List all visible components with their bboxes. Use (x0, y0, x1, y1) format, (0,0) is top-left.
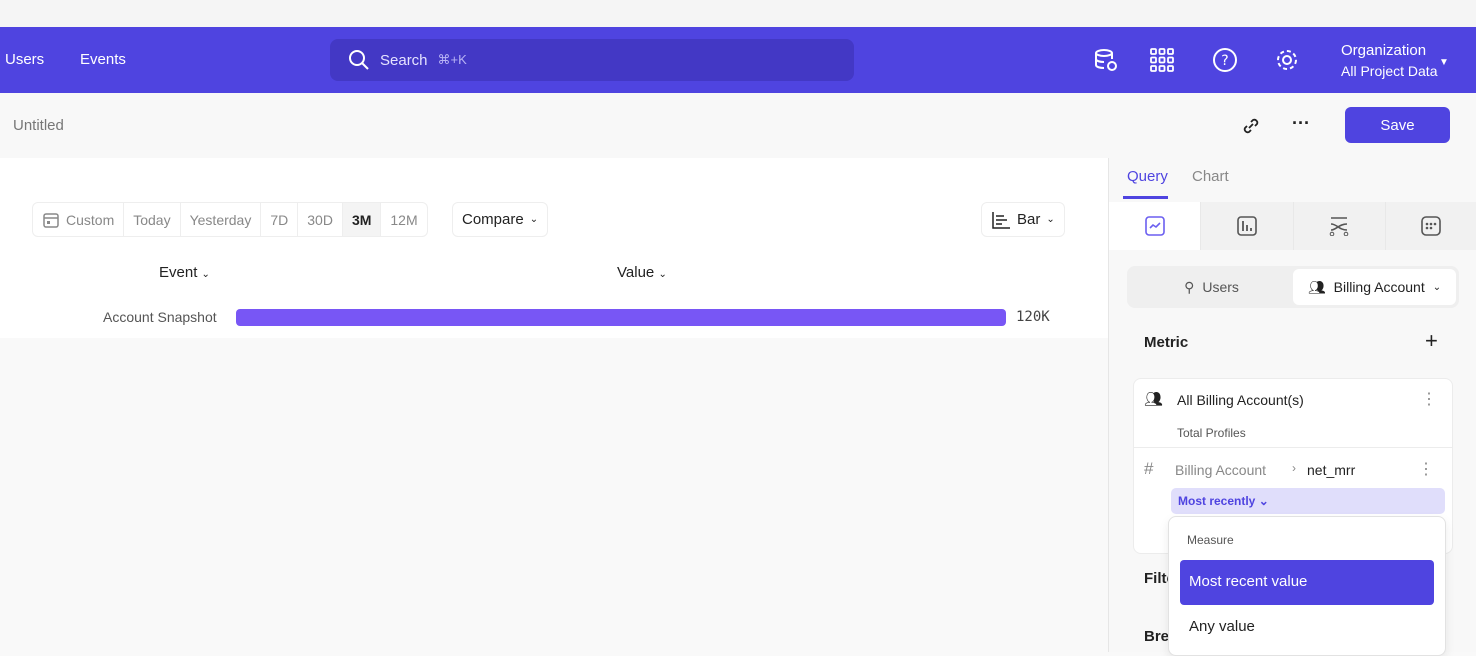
top-nav: Users Events Search ⌘+K ? Organization A… (0, 27, 1476, 93)
entity-billing-account[interactable]: 👥︎ Billing Account ⌄ (1293, 269, 1456, 305)
option-most-recent-value[interactable]: Most recent value (1180, 560, 1434, 605)
calendar-icon (43, 212, 59, 228)
tab-query[interactable]: Query (1127, 168, 1168, 185)
entity-billing-label: Billing Account (1333, 279, 1425, 295)
date-7d[interactable]: 7D (261, 203, 299, 236)
chart-type-label: Bar (1017, 211, 1041, 228)
value-bar[interactable] (236, 309, 1006, 326)
grid-dots-icon (1421, 216, 1442, 236)
date-custom-label: Custom (66, 211, 115, 228)
filter-heading: Filte (1144, 570, 1175, 587)
date-30d[interactable]: 30D (298, 203, 343, 236)
org-switcher[interactable]: Organization All Project Data ▼ (1341, 41, 1449, 81)
user-icon: ⚲ (1184, 278, 1195, 295)
chevron-right-icon: › (1292, 461, 1296, 475)
query-panel: Query Chart ⚲ Users 👥︎ Billing Account ⌄ Me… (1108, 158, 1476, 656)
apps-grid-icon[interactable] (1149, 47, 1175, 73)
flows-icon (1329, 217, 1349, 236)
date-3m[interactable]: 3M (342, 203, 382, 236)
measure-dropdown-menu: Measure Most recent value Any value (1168, 516, 1446, 656)
entity-users[interactable]: ⚲ Users (1130, 269, 1293, 305)
value-label: 120K (1016, 309, 1050, 325)
search-shortcut: ⌘+K (437, 52, 467, 67)
value-column-header[interactable]: Value ⌄ (617, 264, 667, 281)
chevron-down-icon: ⌄ (658, 269, 667, 280)
chart-area (0, 158, 1108, 338)
entity-users-label: Users (1202, 279, 1239, 295)
nav-users[interactable]: Users (5, 51, 45, 68)
database-settings-icon[interactable] (1093, 47, 1119, 73)
date-yesterday[interactable]: Yesterday (181, 203, 262, 236)
breakdown-heading: Bre (1144, 628, 1170, 645)
chevron-down-icon: ⌄ (529, 214, 539, 225)
funnels-tab[interactable] (1201, 202, 1294, 250)
group-icon: 👥︎ (1144, 391, 1164, 408)
add-metric-icon[interactable]: + (1425, 328, 1438, 353)
active-tab-indicator (1123, 196, 1168, 199)
chevron-down-icon: ⌄ (201, 269, 210, 280)
event-name: Account Snapshot (103, 309, 217, 325)
compare-label: Compare (462, 211, 524, 228)
event-header-label: Event (159, 264, 198, 281)
chevron-down-icon: ⌄ (1432, 281, 1442, 293)
insights-tab[interactable] (1109, 202, 1202, 250)
search-input[interactable]: Search ⌘+K (330, 39, 854, 81)
dropdown-header: Measure (1187, 533, 1234, 547)
date-custom[interactable]: Custom (33, 203, 125, 236)
metric-name[interactable]: All Billing Account(s) (1177, 392, 1304, 408)
tab-chart[interactable]: Chart (1192, 168, 1229, 185)
svg-text:?: ? (1221, 53, 1228, 69)
link-icon[interactable] (1241, 116, 1261, 136)
line-chart-icon (1144, 216, 1165, 236)
option-any-value[interactable]: Any value (1189, 618, 1255, 635)
metric-heading: Metric (1144, 334, 1189, 351)
search-placeholder: Search (380, 51, 428, 69)
aggregation-label: Most recently (1178, 494, 1256, 508)
group-icon: 👥︎ (1307, 278, 1326, 295)
property-source: Billing Account (1175, 462, 1267, 478)
divider (1134, 447, 1452, 448)
kebab-menu-icon[interactable]: ⋮ (1421, 391, 1437, 408)
retention-tab[interactable] (1385, 202, 1476, 250)
chevron-down-icon: ⌄ (1258, 494, 1269, 508)
more-icon[interactable]: ··· (1292, 113, 1310, 133)
date-range-selector: Custom Today Yesterday 7D 30D 3M 12M (32, 202, 428, 237)
top-strip (0, 0, 1476, 27)
aggregation-dropdown[interactable]: Most recently ⌄ (1171, 488, 1445, 514)
bar-chart-icon (1237, 216, 1257, 236)
metric-sub: Total Profiles (1177, 426, 1246, 440)
search-icon (349, 50, 369, 70)
org-subtitle: All Project Data (1341, 63, 1438, 79)
compare-button[interactable]: Compare ⌄ (452, 202, 549, 237)
report-type-tabs (1109, 202, 1476, 250)
flows-tab[interactable] (1293, 202, 1386, 250)
caret-down-icon: ▼ (1439, 57, 1449, 68)
help-icon[interactable]: ? (1212, 47, 1238, 73)
chevron-down-icon: ⌄ (1046, 214, 1055, 225)
bar-chart-icon (992, 211, 1010, 229)
report-title[interactable]: Untitled (13, 117, 64, 134)
numeric-property-icon: # (1144, 459, 1154, 478)
event-column-header[interactable]: Event ⌄ (159, 264, 210, 281)
entity-switcher: ⚲ Users 👥︎ Billing Account ⌄ (1127, 266, 1459, 308)
property-name[interactable]: net_mrr (1307, 462, 1356, 478)
date-today[interactable]: Today (124, 203, 181, 236)
org-title: Organization (1341, 42, 1427, 59)
value-header-label: Value (617, 264, 655, 281)
report-header: Untitled ··· (0, 93, 1476, 158)
kebab-menu-icon[interactable]: ⋮ (1418, 461, 1434, 478)
date-12m[interactable]: 12M (390, 211, 418, 228)
chart-type-button[interactable]: Bar ⌄ (981, 202, 1065, 237)
settings-icon[interactable] (1274, 47, 1300, 73)
nav-events[interactable]: Events (80, 51, 126, 68)
save-button[interactable]: Save (1345, 107, 1450, 143)
